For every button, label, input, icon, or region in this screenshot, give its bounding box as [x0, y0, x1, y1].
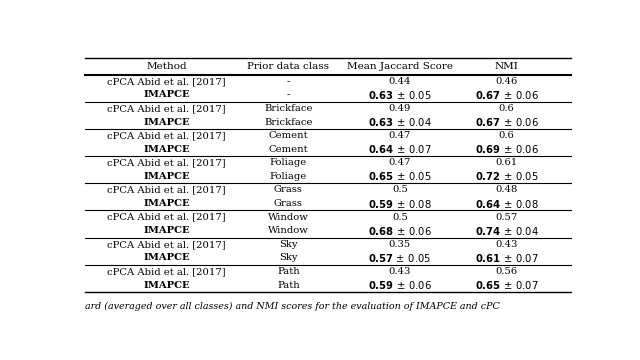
- Text: Window: Window: [268, 213, 308, 222]
- Text: cPCA Abid et al. [2017]: cPCA Abid et al. [2017]: [108, 131, 226, 140]
- Text: $\mathbf{0.64}\,\pm\,0.07$: $\mathbf{0.64}\,\pm\,0.07$: [368, 143, 432, 155]
- Text: cPCA Abid et al. [2017]: cPCA Abid et al. [2017]: [108, 158, 226, 167]
- Text: Prior data class: Prior data class: [247, 62, 330, 71]
- Text: 0.5: 0.5: [392, 213, 408, 222]
- Text: $\mathbf{0.59}\,\pm\,0.06$: $\mathbf{0.59}\,\pm\,0.06$: [368, 279, 432, 291]
- Text: 0.43: 0.43: [388, 267, 411, 276]
- Text: 0.57: 0.57: [495, 213, 518, 222]
- Text: IMAPCE: IMAPCE: [143, 172, 190, 181]
- Text: IMAPCE: IMAPCE: [143, 145, 190, 154]
- Text: $\mathbf{0.67}\,\pm\,0.06$: $\mathbf{0.67}\,\pm\,0.06$: [475, 116, 538, 128]
- Text: $\mathbf{0.74}\,\pm\,0.04$: $\mathbf{0.74}\,\pm\,0.04$: [475, 225, 538, 237]
- Text: $\mathbf{0.72}\,\pm\,0.05$: $\mathbf{0.72}\,\pm\,0.05$: [475, 170, 538, 183]
- Text: $\mathbf{0.68}\,\pm\,0.06$: $\mathbf{0.68}\,\pm\,0.06$: [368, 225, 432, 237]
- Text: IMAPCE: IMAPCE: [143, 253, 190, 262]
- Text: cPCA Abid et al. [2017]: cPCA Abid et al. [2017]: [108, 185, 226, 194]
- Text: 0.61: 0.61: [495, 158, 518, 167]
- Text: $\mathbf{0.57}\,\pm\,0.05$: $\mathbf{0.57}\,\pm\,0.05$: [369, 252, 431, 264]
- Text: -: -: [287, 90, 290, 99]
- Text: Mean Jaccard Score: Mean Jaccard Score: [347, 62, 453, 71]
- Text: $\mathbf{0.64}\,\pm\,0.08$: $\mathbf{0.64}\,\pm\,0.08$: [475, 198, 538, 210]
- Text: IMAPCE: IMAPCE: [143, 226, 190, 235]
- Text: $\mathbf{0.63}\,\pm\,0.05$: $\mathbf{0.63}\,\pm\,0.05$: [368, 89, 432, 101]
- Text: ard (averaged over all classes) and NMI scores for the evaluation of IMAPCE and : ard (averaged over all classes) and NMI …: [85, 302, 500, 311]
- Text: Foliage: Foliage: [269, 158, 307, 167]
- Text: 0.5: 0.5: [392, 185, 408, 194]
- Text: Cement: Cement: [269, 131, 308, 140]
- Text: cPCA Abid et al. [2017]: cPCA Abid et al. [2017]: [108, 104, 226, 113]
- Text: Brickface: Brickface: [264, 104, 312, 113]
- Text: IMAPCE: IMAPCE: [143, 199, 190, 208]
- Text: 0.47: 0.47: [388, 131, 411, 140]
- Text: $\mathbf{0.65}\,\pm\,0.05$: $\mathbf{0.65}\,\pm\,0.05$: [368, 170, 432, 183]
- Text: Path: Path: [277, 280, 300, 289]
- Text: IMAPCE: IMAPCE: [143, 90, 190, 99]
- Text: cPCA Abid et al. [2017]: cPCA Abid et al. [2017]: [108, 77, 226, 86]
- Text: -: -: [287, 77, 290, 86]
- Text: 0.6: 0.6: [499, 104, 515, 113]
- Text: 0.6: 0.6: [499, 131, 515, 140]
- Text: Brickface: Brickface: [264, 118, 312, 127]
- Text: $\mathbf{0.69}\,\pm\,0.06$: $\mathbf{0.69}\,\pm\,0.06$: [475, 143, 538, 155]
- Text: IMAPCE: IMAPCE: [143, 280, 190, 289]
- Text: Cement: Cement: [269, 145, 308, 154]
- Text: Grass: Grass: [274, 185, 303, 194]
- Text: 0.43: 0.43: [495, 240, 518, 249]
- Text: Foliage: Foliage: [269, 172, 307, 181]
- Text: 0.48: 0.48: [495, 185, 518, 194]
- Text: 0.44: 0.44: [388, 77, 411, 86]
- Text: 0.49: 0.49: [388, 104, 411, 113]
- Text: Window: Window: [268, 226, 308, 235]
- Text: 0.56: 0.56: [495, 267, 518, 276]
- Text: $\mathbf{0.59}\,\pm\,0.08$: $\mathbf{0.59}\,\pm\,0.08$: [368, 198, 432, 210]
- Text: Sky: Sky: [279, 240, 298, 249]
- Text: 0.47: 0.47: [388, 158, 411, 167]
- Text: 0.46: 0.46: [495, 77, 518, 86]
- Text: Grass: Grass: [274, 199, 303, 208]
- Text: $\mathbf{0.67}\,\pm\,0.06$: $\mathbf{0.67}\,\pm\,0.06$: [475, 89, 538, 101]
- Text: 0.35: 0.35: [388, 240, 411, 249]
- Text: NMI: NMI: [495, 62, 518, 71]
- Text: Sky: Sky: [279, 253, 298, 262]
- Text: Method: Method: [147, 62, 187, 71]
- Text: $\mathbf{0.63}\,\pm\,0.04$: $\mathbf{0.63}\,\pm\,0.04$: [368, 116, 432, 128]
- Text: $\mathbf{0.65}\,\pm\,0.07$: $\mathbf{0.65}\,\pm\,0.07$: [475, 279, 538, 291]
- Text: IMAPCE: IMAPCE: [143, 118, 190, 127]
- Text: cPCA Abid et al. [2017]: cPCA Abid et al. [2017]: [108, 267, 226, 276]
- Text: $\mathbf{0.61}\,\pm\,0.07$: $\mathbf{0.61}\,\pm\,0.07$: [475, 252, 538, 264]
- Text: cPCA Abid et al. [2017]: cPCA Abid et al. [2017]: [108, 213, 226, 222]
- Text: cPCA Abid et al. [2017]: cPCA Abid et al. [2017]: [108, 240, 226, 249]
- Text: Path: Path: [277, 267, 300, 276]
